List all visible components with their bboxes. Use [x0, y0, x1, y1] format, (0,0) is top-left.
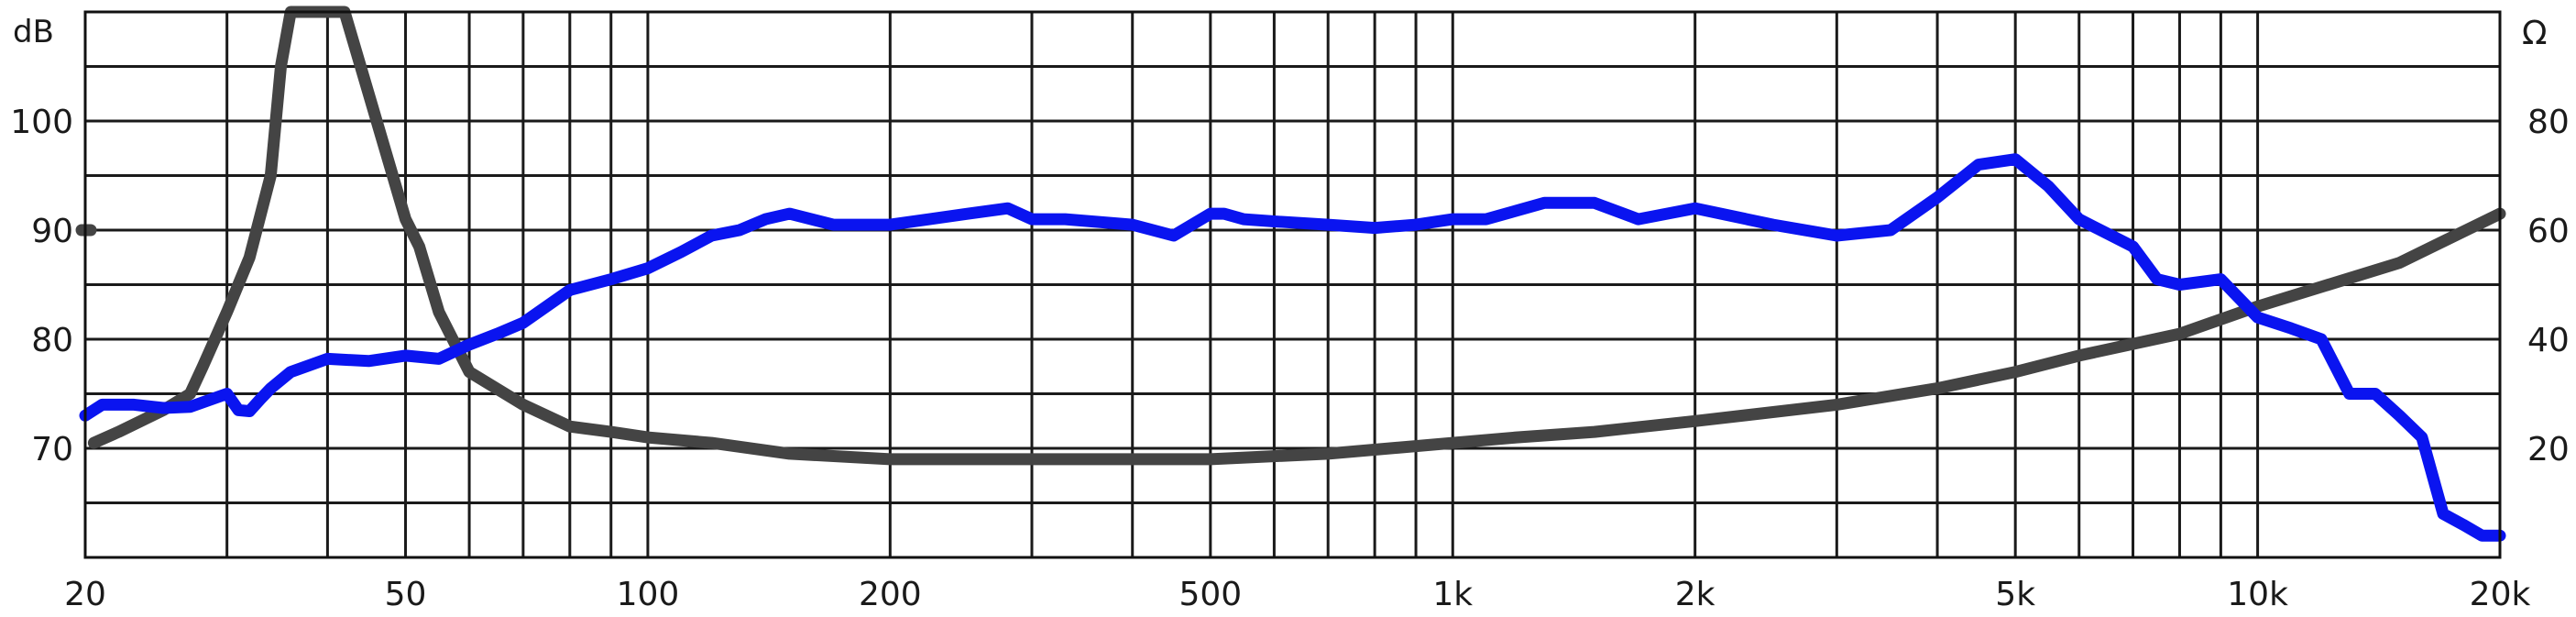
x-tick-label: 500 [1178, 576, 1242, 613]
y-left-tick-label: 80 [31, 322, 73, 359]
plot-frame [83, 10, 2502, 559]
y-left-tick-label: 70 [31, 431, 73, 468]
x-tick-label: 2k [1675, 576, 1716, 613]
x-tick-label: 200 [859, 576, 922, 613]
left-axis-unit-label: dB [13, 14, 54, 50]
x-tick-label: 50 [385, 576, 427, 613]
right-axis-unit-label: Ω [2522, 15, 2548, 52]
x-tick-label: 10k [2227, 576, 2288, 613]
y-right-tick-label: 80 [2527, 104, 2570, 141]
x-tick-label: 5k [1995, 576, 2035, 613]
spl-curve [79, 153, 2506, 542]
x-tick-label: 1k [1432, 576, 1473, 613]
impedance-curve [87, 6, 2506, 466]
x-tick-label: 20k [2470, 576, 2531, 613]
y-right-tick-label: 40 [2527, 322, 2570, 359]
x-tick-label: 20 [64, 576, 106, 613]
y-right-tick-label: 60 [2527, 213, 2570, 250]
x-tick-label: 100 [617, 576, 680, 613]
y-left-tick-label: 100 [10, 104, 73, 141]
grid-lines [85, 12, 2500, 557]
y-right-tick-label: 20 [2527, 431, 2570, 468]
axis-labels: dB Ω 20 50 100 200 500 1k 2k 5k 10k 20k 70 80 90 100 2… [10, 14, 2570, 613]
y-left-tick-label: 90 [31, 213, 73, 250]
